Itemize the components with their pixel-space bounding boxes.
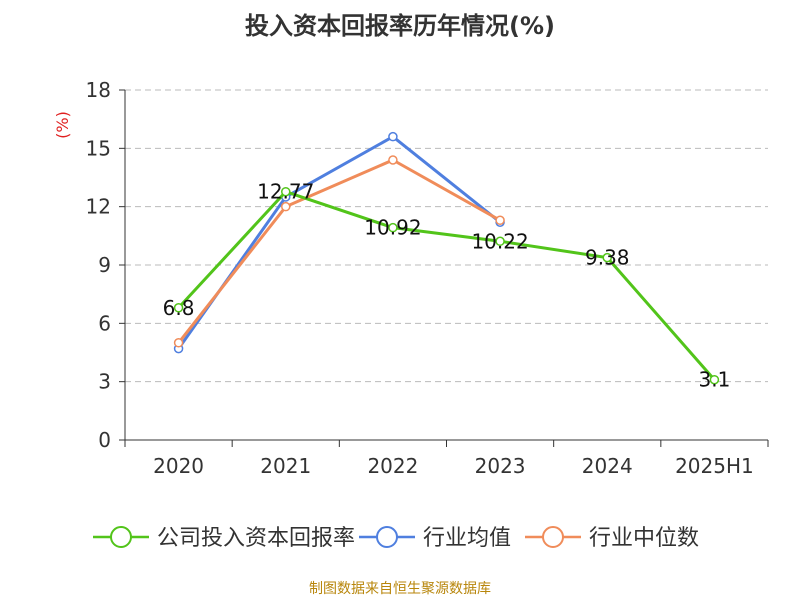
legend-marker	[542, 526, 564, 548]
series-line-0	[177, 190, 716, 381]
data-labels: 6.8 12.77 10.92 10.22 9.38 3.1	[163, 180, 731, 392]
data-label: 9.38	[585, 246, 630, 270]
series-point-0	[602, 252, 612, 263]
data-label: 10.22	[471, 229, 528, 253]
series-point-0	[173, 303, 184, 313]
legend-item-2[interactable]: 行业中位数	[525, 526, 699, 551]
x-tick-label: 2021	[260, 454, 311, 478]
legend[interactable]: 公司投入资本回报率 行业均值 行业中位数	[93, 526, 699, 551]
series-line-1	[177, 135, 502, 350]
axes: 0 3 6 9 12 15 18 2020 2021 2022 2023 2024 2025H1 (%)	[53, 78, 769, 478]
x-tick-label: 2023	[475, 454, 526, 478]
series-point-0	[495, 236, 505, 247]
series-point-0	[709, 374, 720, 385]
x-tick-label: 2020	[153, 454, 204, 478]
series-point-0	[281, 186, 291, 197]
legend-marker	[376, 526, 398, 548]
data-label: 3.1	[699, 368, 731, 392]
y-tick-label: 18	[86, 78, 111, 102]
data-label: 6.8	[163, 296, 195, 320]
legend-label: 行业均值	[423, 526, 511, 551]
x-tick-label: 2022	[367, 454, 418, 478]
series-point-2	[388, 155, 398, 165]
chart-title: 投入资本回报率历年情况(%)	[245, 12, 555, 40]
legend-item-1[interactable]: 行业均值	[359, 526, 511, 551]
y-tick-label: 15	[86, 136, 111, 160]
legend-marker	[110, 526, 132, 548]
data-label: 10.92	[364, 216, 421, 240]
legend-item-0[interactable]: 公司投入资本回报率	[93, 526, 355, 551]
legend-label: 行业中位数	[589, 526, 699, 551]
y-tick-label: 9	[98, 253, 111, 277]
series-point-0	[388, 222, 398, 233]
series-point-2	[173, 338, 184, 348]
gridlines	[125, 89, 768, 383]
x-tick-label: 2024	[582, 454, 633, 478]
series	[173, 131, 720, 385]
y-tick-label: 6	[98, 311, 111, 335]
series-point-2	[281, 201, 291, 212]
series-point-2	[495, 215, 505, 226]
data-label: 12.77	[257, 180, 314, 204]
source-note: 制图数据来自恒生聚源数据库	[309, 581, 491, 597]
series-line-2	[177, 158, 501, 344]
legend-label: 公司投入资本回报率	[157, 526, 355, 551]
y-axis-label: (%)	[53, 111, 72, 139]
y-tick-label: 3	[98, 370, 111, 394]
y-tick-label: 0	[98, 428, 111, 452]
series-point-1	[388, 131, 398, 142]
x-tick-label: 2025H1	[675, 454, 754, 478]
y-tick-label: 12	[86, 195, 111, 219]
